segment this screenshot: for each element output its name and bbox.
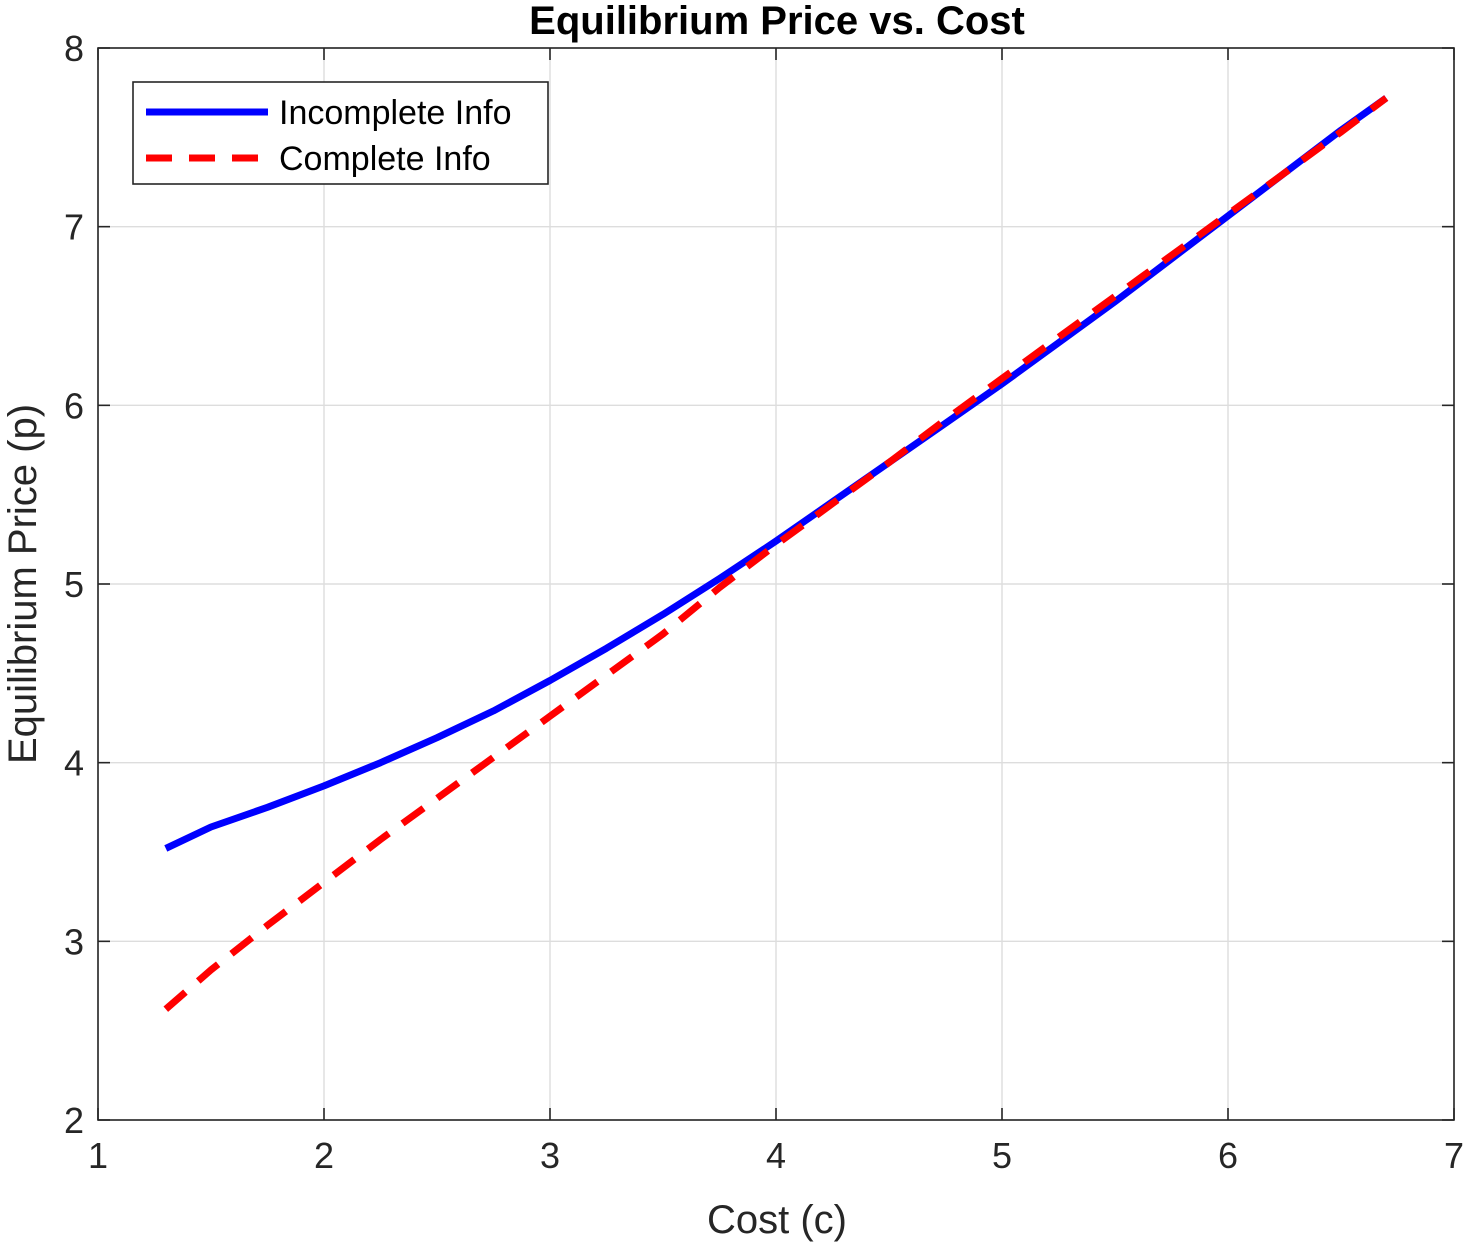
series-layer <box>163 95 1389 1012</box>
x-tick-label: 3 <box>540 1135 560 1176</box>
y-tick-label: 6 <box>64 385 84 426</box>
x-tick-label: 6 <box>1218 1135 1238 1176</box>
y-tick-label: 8 <box>64 28 84 69</box>
legend: Incomplete Info Complete Info <box>132 81 549 185</box>
legend-label-complete-info: Complete Info <box>279 140 491 178</box>
legend-label-incomplete-info: Incomplete Info <box>279 94 511 132</box>
x-tick-label: 2 <box>314 1135 334 1176</box>
y-axis-label: Equilibrium Price (p) <box>1 404 45 764</box>
x-tick-label: 4 <box>766 1135 786 1176</box>
chart-title: Equilibrium Price vs. Cost <box>529 0 1025 43</box>
y-tick-label: 7 <box>64 207 84 248</box>
legend-box <box>132 81 549 185</box>
x-tick-label: 5 <box>992 1135 1012 1176</box>
x-tick-label: 1 <box>88 1135 108 1176</box>
y-tick-label: 5 <box>64 564 84 605</box>
series-line-incomplete-info <box>164 95 1389 852</box>
x-tick-label: 7 <box>1444 1135 1464 1176</box>
y-tick-label: 4 <box>64 743 84 784</box>
y-tick-label: 2 <box>64 1100 84 1141</box>
y-tick-label: 3 <box>64 921 84 962</box>
x-axis-label: Cost (c) <box>707 1198 847 1242</box>
